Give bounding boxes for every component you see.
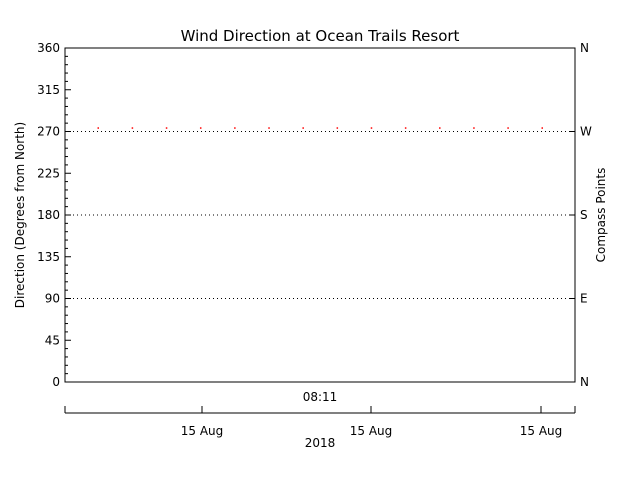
data-point <box>336 127 339 129</box>
year-label: 2018 <box>305 436 336 450</box>
y-axis-label: Direction (Degrees from North) <box>13 122 27 308</box>
data-point <box>234 127 236 129</box>
data-point <box>404 127 407 129</box>
y-tick-label: 360 <box>37 41 60 55</box>
y-tick-label: 225 <box>37 166 60 180</box>
data-point <box>268 127 270 129</box>
time-label: 08:11 <box>303 390 338 404</box>
data-point <box>199 127 202 129</box>
right-axis: N E S W N <box>569 41 592 389</box>
compass-tick-label: S <box>580 208 588 222</box>
y-tick-label: 315 <box>37 83 60 97</box>
left-axis: 0 45 90 135 180 225 270 315 360 <box>37 41 71 389</box>
data-point <box>370 127 373 129</box>
compass-tick-label: N <box>580 375 589 389</box>
chart-title: Wind Direction at Ocean Trails Resort <box>181 27 460 45</box>
right-axis-label: Compass Points <box>594 168 608 263</box>
y-tick-label: 270 <box>37 125 60 139</box>
data-point <box>507 127 509 129</box>
data-point <box>302 127 304 129</box>
date-tick-label: 15 Aug <box>181 424 224 438</box>
data-point <box>131 127 134 129</box>
data-point <box>165 127 168 129</box>
data-point <box>97 127 99 129</box>
date-tick-label: 15 Aug <box>350 424 393 438</box>
y-tick-label: 135 <box>37 250 60 264</box>
data-points <box>97 127 543 129</box>
y-tick-label: 180 <box>37 208 60 222</box>
reference-lines <box>65 131 575 299</box>
data-point <box>473 127 475 129</box>
compass-tick-label: N <box>580 41 589 55</box>
y-tick-label: 90 <box>45 292 60 306</box>
y-tick-label: 45 <box>45 333 60 347</box>
compass-tick-label: W <box>580 125 592 139</box>
compass-tick-label: E <box>580 292 588 306</box>
y-tick-label: 0 <box>52 375 60 389</box>
date-tick-label: 15 Aug <box>520 424 563 438</box>
data-point <box>541 127 543 129</box>
data-point <box>439 127 441 129</box>
date-axis: 15 Aug 15 Aug 15 Aug <box>64 406 576 438</box>
